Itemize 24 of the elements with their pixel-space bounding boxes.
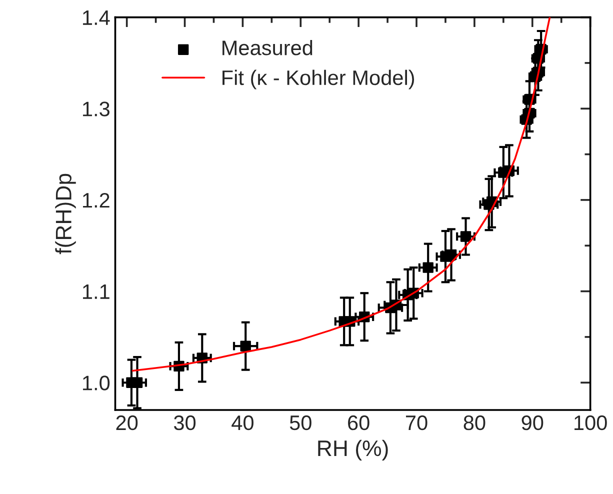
x-tick-label: 50 [290, 415, 312, 430]
point [446, 249, 457, 260]
point [422, 262, 434, 273]
x-tick-label: 60 [348, 415, 370, 430]
y-tick-label: 1.4 [83, 10, 110, 25]
y-tick-label: 1.0 [83, 376, 110, 390]
point [240, 340, 251, 352]
legend-label: Fit (κ - Kohler Model) [222, 70, 414, 90]
x-tick-label: 90 [522, 415, 544, 430]
line-series [132, 17, 551, 372]
y-tick-label: 1.2 [83, 192, 110, 208]
y-tick-label: 1.1 [83, 284, 110, 299]
y-axis-title: f(RH)Dp [55, 174, 76, 254]
x-tick-label: 40 [232, 415, 254, 430]
y-tick-label: 1.3 [83, 102, 110, 116]
x-tick-label: 30 [174, 415, 196, 430]
point [460, 231, 472, 242]
x-axis-title: RH (%) [318, 440, 388, 461]
x-tick-label: 70 [406, 415, 428, 430]
x-tick-label: 20 [116, 415, 138, 430]
x-tick-label: 100 [574, 415, 607, 430]
legend-label: Measured [222, 40, 312, 56]
point [132, 377, 143, 388]
x-tick-label: 80 [464, 415, 486, 430]
